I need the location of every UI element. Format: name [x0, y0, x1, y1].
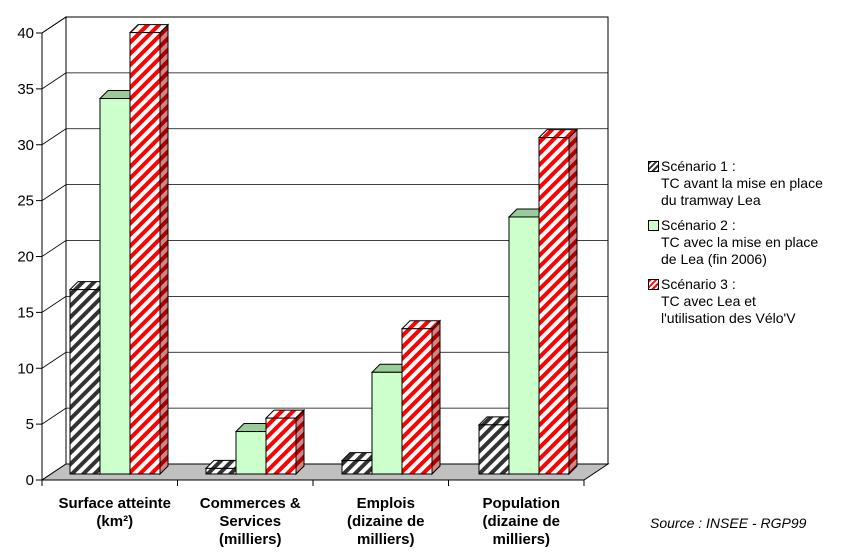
x-category-label: (dizaine de — [347, 513, 425, 530]
y-tick-label: 5 — [26, 416, 34, 433]
gridline-side — [41, 407, 67, 425]
bar-side — [568, 128, 578, 476]
gridline-side — [41, 296, 67, 313]
y-tick-label: 25 — [17, 193, 34, 210]
legend-swatch-scenario-1 — [648, 161, 659, 172]
bar-front — [235, 431, 267, 475]
y-tick-label: 40 — [17, 25, 34, 42]
legend-item-scenario-1: Scénario 1 : TC avant la mise en place d… — [648, 158, 862, 209]
legend: Scénario 1 : TC avant la mise en place d… — [648, 158, 862, 335]
bar-front — [508, 216, 540, 475]
legend-swatch-scenario-3 — [648, 279, 659, 290]
gridline-side — [41, 240, 67, 257]
bar — [340, 451, 382, 476]
x-category-label: milliers) — [492, 531, 550, 548]
x-category-label: Surface atteinte — [58, 495, 171, 512]
bar-front — [341, 460, 373, 475]
x-category-label: milliers) — [357, 531, 415, 548]
legend-text: l'utilisation des Vélo'V — [661, 310, 796, 326]
y-tick-label: 10 — [17, 360, 34, 377]
bar-front — [69, 289, 101, 475]
gridline-side — [41, 72, 67, 90]
source-note: Source : INSEE - RGP99 — [650, 515, 807, 531]
legend-item-scenario-3: Scénario 3 : TC avec Lea et l'utilisatio… — [648, 276, 862, 327]
x-category-label: Services — [219, 513, 281, 530]
x-category-label: (km²) — [96, 513, 133, 530]
bar — [264, 408, 306, 476]
bar-side — [159, 23, 169, 476]
bar-front — [265, 417, 297, 475]
x-category-label: Emplois — [357, 495, 415, 512]
gridline-side — [41, 128, 67, 146]
legend-title: Scénario 3 : — [661, 276, 736, 292]
bar — [400, 319, 442, 476]
bar-side — [431, 319, 441, 476]
bar-front — [99, 98, 131, 475]
legend-title: Scénario 1 : — [661, 158, 736, 174]
y-tick-label: 0 — [26, 472, 34, 489]
x-category-label: (milliers) — [219, 531, 282, 548]
y-tick-label: 20 — [17, 249, 34, 266]
y-tick-label: 35 — [17, 81, 34, 98]
y-axis-ticks: 0 5 10 15 20 25 30 35 40 — [17, 25, 34, 489]
x-category-label: Commerces & — [200, 495, 301, 512]
legend-text: TC avec la mise en place — [661, 234, 819, 250]
bar-side — [295, 408, 305, 476]
gridline-side — [41, 16, 67, 34]
x-category-label: Population — [483, 495, 561, 512]
legend-text: TC avant la mise en place — [661, 175, 823, 191]
y-tick-label: 30 — [17, 137, 34, 154]
legend-text: TC avec Lea et — [661, 293, 756, 309]
gridline-side — [41, 184, 67, 201]
bar-front — [371, 371, 403, 475]
bar — [537, 128, 579, 476]
legend-text: du tramway Lea — [661, 192, 761, 208]
legend-item-scenario-2: Scénario 2 : TC avec la mise en place de… — [648, 217, 862, 268]
x-axis-categories: Surface atteinte(km²) Commerces &Services… — [58, 495, 560, 548]
bar-front — [129, 32, 161, 475]
bars — [68, 23, 579, 476]
bar — [128, 23, 170, 476]
bar-front — [478, 424, 510, 475]
y-tick-label: 15 — [17, 304, 34, 321]
gridline-side — [41, 351, 67, 369]
bar-front — [401, 328, 433, 475]
legend-swatch-scenario-2 — [648, 220, 659, 231]
bar-front — [538, 137, 570, 475]
axes — [36, 32, 585, 486]
legend-title: Scénario 2 : — [661, 217, 736, 233]
legend-text: de Lea (fin 2006) — [661, 251, 767, 267]
x-category-label: (dizaine de — [482, 513, 560, 530]
bar-front — [205, 467, 237, 475]
